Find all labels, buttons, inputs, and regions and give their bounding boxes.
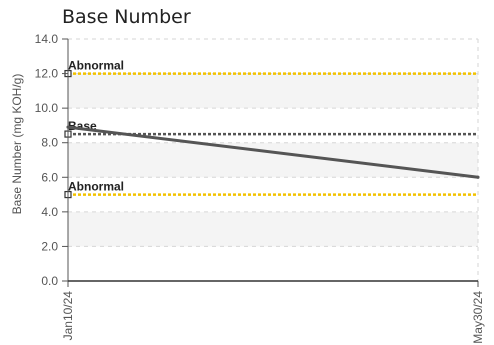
background-band: [68, 73, 478, 109]
y-tick-label: 12.0: [35, 67, 59, 81]
y-tick-label: 14.0: [35, 32, 59, 46]
data-point: [476, 175, 480, 179]
y-tick-label: 8.0: [41, 136, 58, 150]
x-tick-label: May30/24: [471, 291, 485, 344]
y-tick-label: 2.0: [41, 239, 58, 253]
series-line: [66, 125, 480, 179]
y-axis-title: Base Number (mg KOH/g): [10, 74, 24, 215]
y-tick-label: 0.0: [41, 274, 58, 288]
background-band: [68, 211, 478, 247]
background-bands: [68, 73, 478, 247]
axis-labels: 0.0 2.0 4.0 6.0 8.0 10.0 12.0 14.0 Jan10/24 May30…: [35, 32, 485, 344]
axes: [62, 38, 479, 287]
background-band: [68, 142, 478, 178]
y-tick-label: 4.0: [41, 205, 58, 219]
y-tick-label: 6.0: [41, 170, 58, 184]
reference-label: Abnormal: [68, 180, 124, 194]
reference-label: Abnormal: [68, 59, 124, 73]
x-tick-label: Jan10/24: [61, 291, 75, 341]
y-tick-label: 10.0: [35, 101, 59, 115]
chart-title: Base Number: [62, 6, 191, 28]
